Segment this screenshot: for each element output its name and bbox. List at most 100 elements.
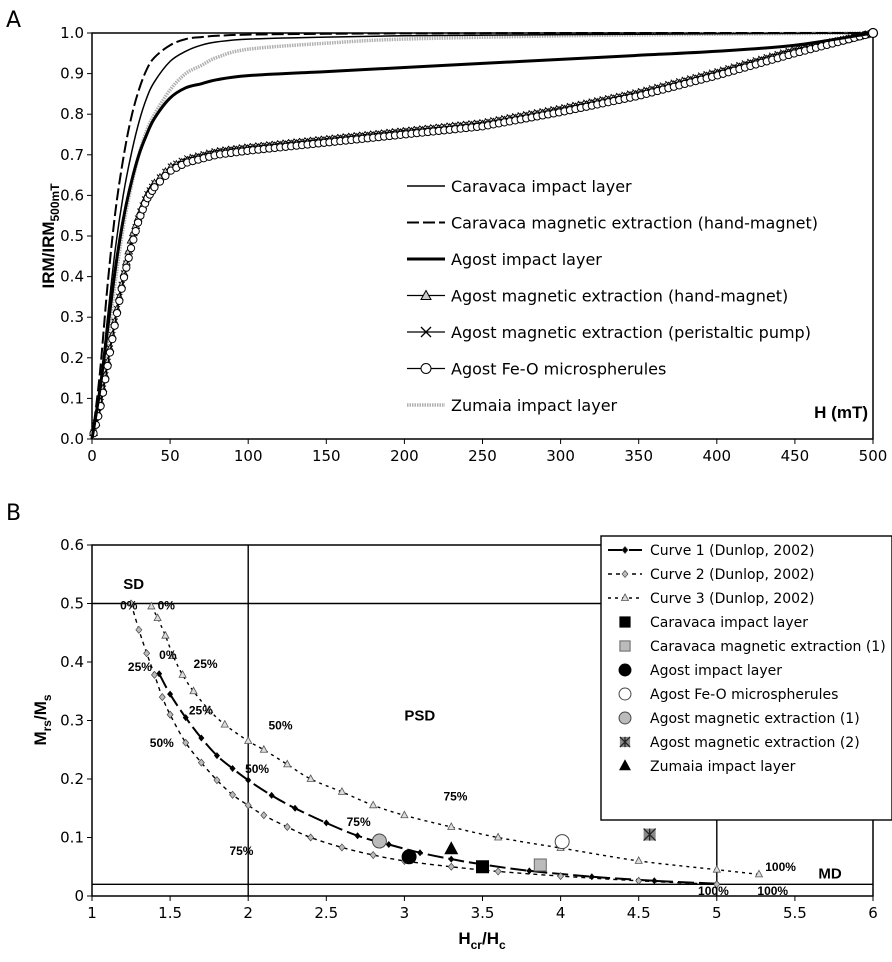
curve-marker-b (588, 873, 595, 881)
curve-marker-b (197, 758, 205, 767)
legend-marker-b (620, 593, 630, 601)
legend-label-a: Zumaia impact layer (451, 396, 618, 415)
curve-labels-b: 0% 0% 25% 0% 25% 25% 50% 50% 50% 75% 75% 75% 100% 100… (120, 598, 796, 897)
curve-marker-b (244, 736, 253, 744)
curve-marker-b (526, 867, 533, 875)
curve-marker-b (220, 719, 229, 728)
legend-item-a: Caravaca impact layer (407, 177, 632, 196)
legend-label-b: Caravaca magnetic extraction (1) (650, 639, 886, 655)
legend-marker-a (420, 289, 432, 300)
series-marker-a-5 (112, 309, 122, 318)
curve-marker-b (244, 801, 252, 810)
panel-label-b: B (6, 501, 21, 526)
y-tick-label-b: 0.2 (60, 770, 84, 788)
curve-marker-b (338, 843, 346, 852)
curve-marker-b (447, 862, 455, 871)
legend-item-a: Zumaia impact layer (407, 396, 618, 415)
curve-marker-b (306, 774, 315, 782)
curve-percent-label: 100% (765, 860, 796, 874)
curve-marker-b (143, 649, 151, 658)
curve-marker-b (635, 876, 643, 885)
x-tick-label-b: 3 (400, 904, 410, 922)
legend-item-b: Zumaia impact layer (619, 759, 796, 775)
curve-marker-b (167, 690, 174, 698)
region-labels-b: SD PSD MD (123, 576, 842, 883)
legend-item-a: Agost magnetic extraction (hand-magnet) (407, 287, 788, 306)
curve-marker-b (323, 819, 330, 827)
y-tick-label-a: 0.5 (60, 227, 84, 245)
legend-label-b: Agost Fe-O microspherules (650, 687, 838, 703)
curve-marker-b (229, 764, 236, 772)
curve-marker-b (166, 710, 174, 719)
y-axis-title-b-sub1: rs (40, 720, 54, 732)
curve-marker-b (307, 833, 315, 842)
legend-marker-b (619, 759, 631, 771)
curve-marker-b (754, 869, 764, 878)
series-line-a-0 (91, 32, 874, 440)
curve-marker-b (178, 670, 187, 678)
x-tick-label-b: 5.5 (783, 904, 807, 922)
series-marker-a-5 (119, 273, 129, 282)
series-marker-a-5 (161, 171, 170, 181)
data-point-5 (643, 828, 657, 842)
x-tick-label-b: 4 (556, 904, 566, 922)
x-ticks-a: 0 50 100 150 200 250 300 350 400 450 500 (87, 439, 887, 465)
legend-label-b: Curve 2 (Dunlop, 2002) (650, 567, 814, 583)
curve-marker-b (292, 804, 299, 812)
series-a (89, 27, 879, 440)
y-tick-label-a: 0.1 (60, 389, 84, 407)
curve-percent-label: 50% (150, 736, 174, 750)
curve-marker-b (368, 800, 378, 809)
x-axis-title-a: H (mT) (814, 403, 868, 422)
legend-marker-b (618, 711, 632, 725)
data-point-6 (444, 841, 459, 855)
curve-marker-b (354, 832, 361, 840)
curve-marker-b (182, 738, 190, 747)
data-point-3 (554, 834, 570, 850)
series-marker-a-5 (103, 361, 112, 371)
legend-item-a: Caravaca magnetic extraction (hand-magne… (407, 214, 818, 233)
legend-marker-b-cross (619, 736, 631, 748)
legend-label-b: Caravaca impact layer (650, 615, 808, 631)
curve-marker-b (198, 734, 205, 742)
curve-marker-b (337, 787, 347, 795)
legend-b: Curve 1 (Dunlop, 2002) Curve 2 (Dunlop, 2… (600, 535, 892, 821)
curve-percent-label: 75% (229, 844, 253, 858)
legend-item-b: Agost impact layer (618, 663, 782, 679)
x-tick-label-b: 1.5 (158, 904, 182, 922)
x-tick-label-a: 0 (87, 447, 97, 465)
x-tick-label-a: 250 (468, 447, 497, 465)
curve-marker-b (182, 714, 189, 722)
series-line-a-6 (90, 31, 874, 440)
x-tick-label-a: 150 (312, 447, 341, 465)
x-tick-label-b: 6 (868, 904, 878, 922)
curve-percent-label: 75% (347, 815, 371, 829)
curve-marker-b (283, 759, 292, 768)
curve-marker-b (557, 872, 565, 881)
curve-marker-b (204, 705, 214, 713)
x-tick-label-b: 2 (243, 904, 253, 922)
y-tick-label-a: 0.9 (60, 65, 84, 83)
y-tick-label-b: 0.4 (60, 653, 84, 671)
x-tick-label-a: 100 (234, 447, 263, 465)
curve-percent-label: 25% (128, 660, 152, 674)
legend-marker-b (618, 687, 632, 701)
legend-label-a: Agost magnetic extraction (peristaltic p… (451, 323, 811, 342)
curve-percent-label: 100% (757, 884, 788, 898)
curve-marker-b (260, 811, 268, 820)
curve-percent-label: 50% (269, 718, 293, 732)
legend-item-b: Curve 2 (Dunlop, 2002) (608, 567, 814, 583)
curve-marker-b (400, 810, 409, 819)
curve-percent-label: 25% (189, 704, 213, 718)
y-ticks-a: 0.0 0.1 0.2 0.3 0.4 0.5 0.6 0.7 0.8 0.9 1.0 (60, 24, 92, 448)
legend-marker-a (420, 363, 432, 374)
y-axis-title-b-mid: /M (31, 701, 50, 720)
curve-percent-label: 0% (158, 598, 176, 612)
legend-label-b: Agost magnetic extraction (1) (650, 711, 860, 727)
chart-b: 1 1.5 2 2.5 3 3.5 4 4.5 5 5.5 6 0 0.1 0.2 0.3 0.4 0.5 0.… (31, 535, 892, 952)
region-label-md: MD (818, 865, 841, 882)
curve-marker-b (369, 851, 377, 860)
curve-marker-b (245, 776, 252, 784)
x-axis-title-b-sub2: c (499, 938, 506, 952)
y-ticks-b: 0 0.1 0.2 0.3 0.4 0.5 0.6 (60, 536, 92, 905)
